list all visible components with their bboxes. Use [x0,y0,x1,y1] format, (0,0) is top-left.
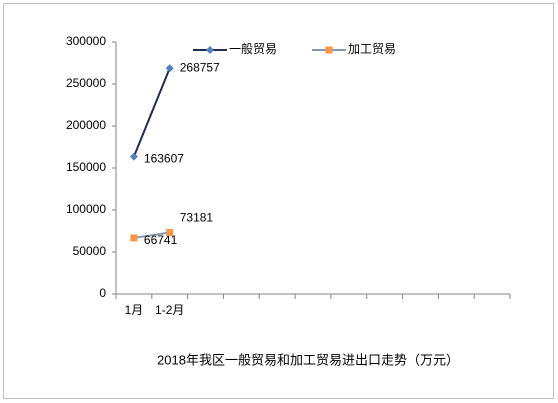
y-tick-label: 200000 [66,118,106,132]
y-tick-label: 100000 [66,202,106,216]
y-tick-label: 0 [99,286,106,300]
data-point [166,229,174,237]
legend-marker [206,46,214,54]
y-tick-label: 50000 [73,244,107,258]
x-tick-label: 1月 [125,303,144,317]
y-tick-label: 300000 [66,34,106,48]
chart-frame [3,3,554,399]
data-point [130,234,138,242]
legend-label: 一般贸易 [229,41,277,56]
data-label: 268757 [180,60,220,74]
data-point [129,152,138,161]
series-line [132,67,171,157]
chart-title: 2018年我区一般贸易和加工贸易进出口走势（万元） [157,352,459,367]
x-tick-label: 1-2月 [155,303,184,317]
data-label: 163607 [144,152,184,166]
data-label: 66741 [144,233,178,247]
data-point [165,64,174,73]
data-label: 73181 [180,211,214,225]
series-line [133,231,170,239]
y-tick-label: 150000 [66,160,106,174]
legend-marker [325,46,333,54]
legend-label: 加工贸易 [348,42,396,56]
y-tick-label: 250000 [66,76,106,90]
